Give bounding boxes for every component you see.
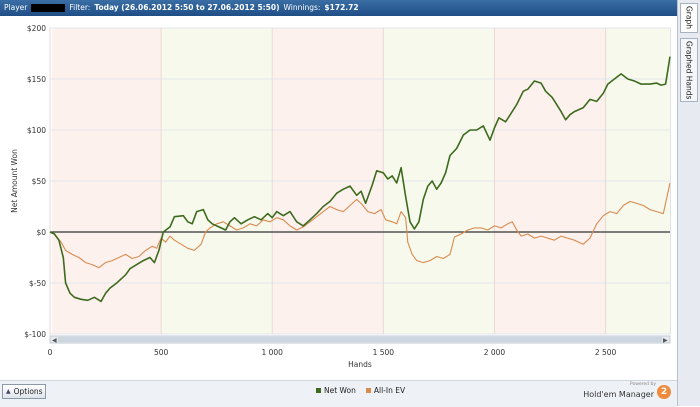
chevron-up-icon: ▲: [6, 388, 11, 395]
series-line-net-won: [49, 56, 671, 303]
brand-name: Hold'em Manager: [583, 390, 654, 399]
x-tick-label: 1 000: [261, 348, 283, 357]
holdem-manager-logo: Powered by Hold'em Manager 2: [583, 381, 674, 405]
legend-swatch-all-in-ev: [365, 388, 371, 393]
side-tab-strip: Graph Graphed Hands: [677, 0, 700, 406]
y-tick-label: $150: [27, 75, 46, 84]
legend-item-all-in-ev[interactable]: All-In EV: [365, 386, 406, 395]
options-button-label: Options: [13, 387, 43, 396]
y-tick-label: $-100: [24, 330, 46, 339]
legend-swatch-net-won: [316, 388, 321, 393]
x-tick-label: 2 000: [484, 348, 506, 357]
legend-item-net-won[interactable]: Net Won: [316, 386, 356, 395]
scroll-right-icon[interactable]: ▶: [663, 337, 668, 344]
y-tick-label: $200: [27, 24, 46, 33]
brand-badge-icon: 2: [657, 385, 671, 399]
legend-label-net-won: Net Won: [324, 386, 356, 395]
x-tick-label: 0: [48, 348, 53, 357]
scroll-left-icon[interactable]: ◀: [52, 337, 57, 344]
graph-panel: $200 $150 $100 $50 $0 $-50 $-100 0 500 1 000 1 500…: [0, 16, 677, 382]
y-tick-label: $-50: [29, 279, 46, 288]
player-label: Player: [4, 3, 28, 12]
y-tick-label: $50: [32, 177, 47, 186]
options-button[interactable]: ▲ Options: [2, 384, 46, 399]
tab-graphed-hands-label: Graphed Hands: [684, 40, 694, 100]
tab-graph[interactable]: Graph: [680, 3, 698, 33]
winnings-label: Winnings:: [283, 3, 321, 12]
x-tick-label: 500: [154, 348, 169, 357]
graph-footer: ▲ Options Net Won All-In EV Powered by H…: [0, 380, 677, 407]
y-tick-label: $100: [27, 126, 46, 135]
player-name-redacted: [31, 4, 66, 12]
brand-powered-text: Powered by: [629, 382, 656, 387]
x-tick-label: 2 500: [595, 348, 617, 357]
filter-label: Filter:: [69, 3, 91, 12]
scrollbar-thumb[interactable]: [58, 337, 662, 342]
y-tick-label: $0: [36, 228, 46, 237]
tab-graphed-hands[interactable]: Graphed Hands: [680, 38, 698, 102]
tab-graph-label: Graph: [684, 6, 694, 30]
filter-value: Today (26.06.2012 5:50 to 27.06.2012 5:5…: [94, 3, 280, 12]
winnings-value: $172.72: [324, 3, 359, 12]
y-axis-label: Net Amount Won: [10, 149, 19, 213]
legend-label-all-in-ev: All-In EV: [373, 386, 406, 395]
series-line-all-in-ev: [49, 182, 671, 269]
filter-bar: Player Filter: Today (26.06.2012 5:50 to…: [0, 0, 677, 16]
x-axis-label: Hands: [348, 360, 372, 369]
x-tick-label: 1 500: [373, 348, 395, 357]
chart-legend: Net Won All-In EV: [316, 386, 405, 395]
